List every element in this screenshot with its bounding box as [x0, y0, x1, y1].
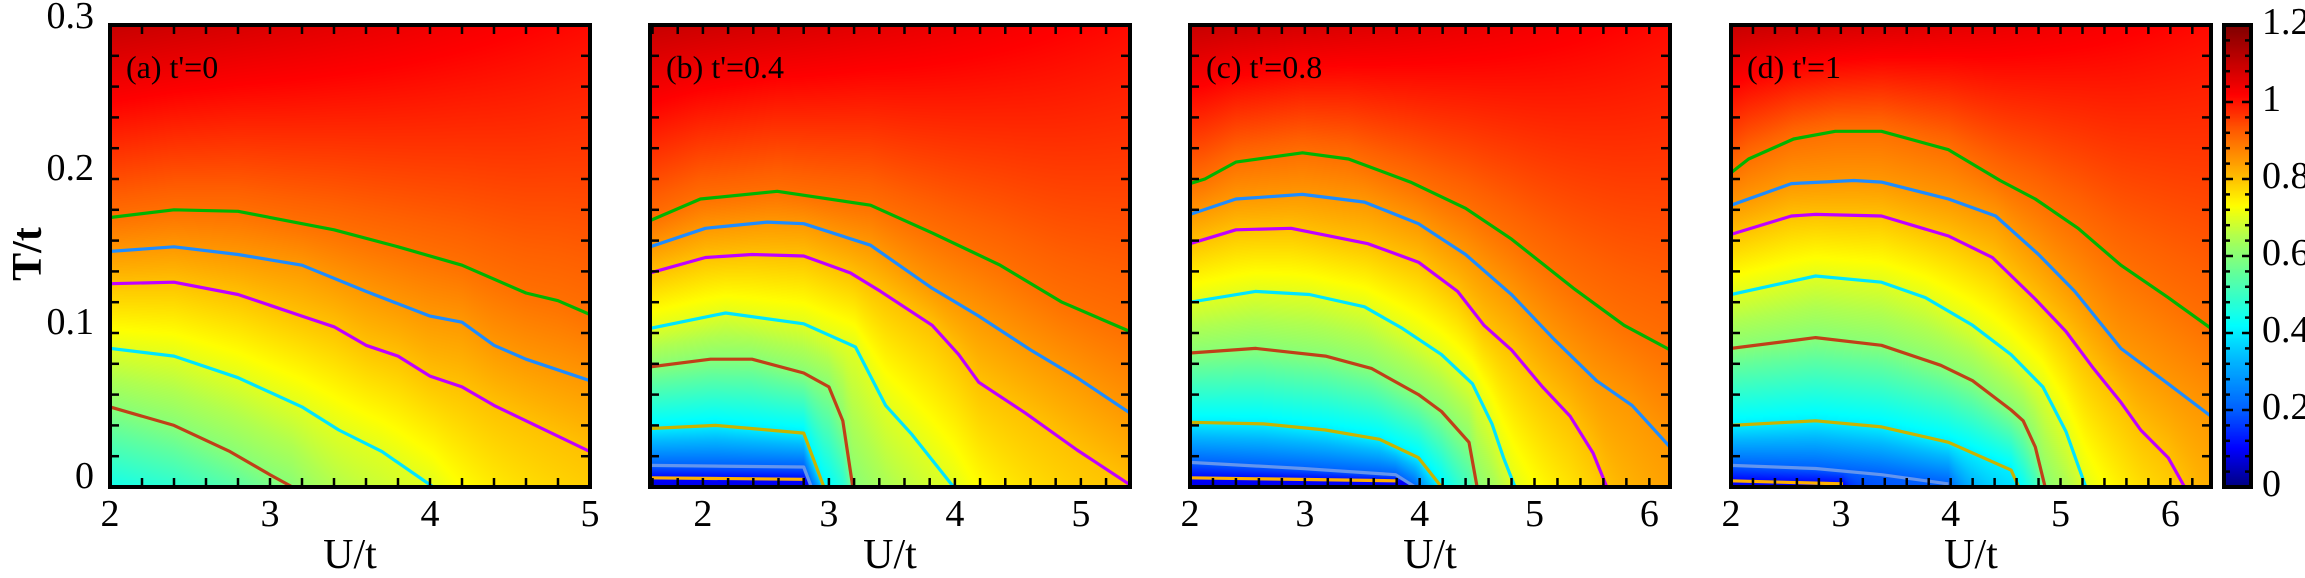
- contour-line: [650, 220, 1130, 415]
- plot-overlay: [108, 23, 592, 489]
- colorbar-tick-label: 1.2: [2262, 1, 2305, 43]
- plot-frame: [1188, 23, 1672, 489]
- colorbar-tick-label: 1: [2262, 78, 2281, 120]
- heatmap: [1190, 25, 1670, 487]
- contour-line: [650, 311, 955, 487]
- contour-line: [1731, 129, 2211, 330]
- colorbar-tick-label: 0.8: [2262, 155, 2305, 197]
- contour-line: [110, 346, 435, 487]
- y-axis-label: T/t: [5, 227, 51, 281]
- contour-line: [1190, 151, 1670, 352]
- contour-line: [1190, 226, 1609, 487]
- x-tick-label: 2: [693, 493, 713, 535]
- x-tick-label: 4: [945, 493, 965, 535]
- x-tick-label: 6: [2160, 493, 2180, 535]
- contour-line: [650, 189, 1130, 333]
- x-tick-label: 2: [1180, 493, 1200, 535]
- plot-frame: [1729, 23, 2213, 489]
- contour-line: [1731, 336, 2047, 487]
- x-tick-label: 4: [1410, 493, 1430, 535]
- x-axis-label: U/t: [1403, 532, 1457, 578]
- panel-title: (d) t'=1: [1747, 49, 1842, 85]
- x-tick-label: 3: [260, 493, 280, 535]
- contour-line: [1190, 476, 1396, 483]
- colorbar: [2222, 23, 2253, 489]
- x-tick-label: 6: [1639, 493, 1659, 535]
- panel-c: (c) t'=0.8: [1188, 23, 1672, 489]
- contour-line: [1731, 212, 2186, 487]
- contour-line: [650, 252, 1130, 486]
- y-tick-label: 0.1: [46, 301, 95, 343]
- x-axis-label: U/t: [863, 532, 917, 578]
- contour-line: [110, 245, 590, 383]
- x-tick-label: 3: [1831, 493, 1851, 535]
- y-tick-label: 0.3: [46, 0, 95, 37]
- x-tick-label: 3: [1295, 493, 1315, 535]
- x-tick-label: 5: [1524, 493, 1544, 535]
- x-axis-label: U/t: [1944, 532, 1998, 578]
- colorbar-tick-label: 0: [2262, 463, 2281, 505]
- plot-frame: [108, 23, 592, 489]
- colorbar-tick-label: 0.2: [2262, 386, 2305, 428]
- contour-line: [650, 463, 813, 487]
- plot-frame: [648, 23, 1132, 489]
- contour-line: [1190, 346, 1479, 487]
- contour-line: [1190, 192, 1670, 449]
- plot-overlay: [1729, 23, 2213, 489]
- contour-line: [1731, 178, 2211, 418]
- ticks: [1188, 23, 1670, 489]
- contour-line: [1731, 419, 2021, 487]
- heatmap: [1731, 25, 2211, 487]
- x-tick-label: 3: [819, 493, 839, 535]
- colorbar-tick-label: 0.4: [2262, 309, 2305, 351]
- contour-line: [110, 208, 590, 316]
- plot-overlay: [648, 23, 1132, 489]
- y-tick-label: 0.2: [46, 147, 95, 189]
- contour-line: [650, 423, 826, 487]
- panel-b: (b) t'=0.4: [648, 23, 1132, 489]
- x-tick-label: 4: [1941, 493, 1961, 535]
- panel-title: (a) t'=0: [126, 49, 219, 85]
- plot-overlay: [1188, 23, 1672, 489]
- x-tick-label: 4: [420, 493, 440, 535]
- x-axis-label: U/t: [323, 532, 377, 578]
- ticks: [1729, 23, 2211, 489]
- contour-line: [650, 357, 855, 487]
- contour-line: [1190, 420, 1443, 487]
- panel-title: (c) t'=0.8: [1206, 49, 1323, 85]
- x-tick-label: 5: [580, 493, 600, 535]
- x-tick-label: 5: [2051, 493, 2071, 535]
- x-tick-label: 5: [1071, 493, 1091, 535]
- contour-line: [1190, 460, 1416, 487]
- contour-line: [1190, 289, 1517, 487]
- colorbar-ticks: [2222, 23, 2253, 489]
- contour-line: [1731, 463, 1949, 486]
- panel-title: (b) t'=0.4: [666, 49, 785, 85]
- y-tick-label: 0: [75, 455, 94, 497]
- x-tick-label: 2: [100, 493, 120, 535]
- heatmap: [110, 25, 590, 487]
- panel-d: (d) t'=1: [1729, 23, 2213, 489]
- contour-line: [1731, 479, 1844, 486]
- contour-line: [1731, 274, 2088, 487]
- panel-a: (a) t'=0: [108, 23, 592, 489]
- colorbar-tick-label: 0.6: [2262, 232, 2305, 274]
- contour-line: [110, 280, 590, 454]
- contour-line: [650, 476, 804, 481]
- x-tick-label: 2: [1721, 493, 1741, 535]
- contour-line: [110, 405, 294, 487]
